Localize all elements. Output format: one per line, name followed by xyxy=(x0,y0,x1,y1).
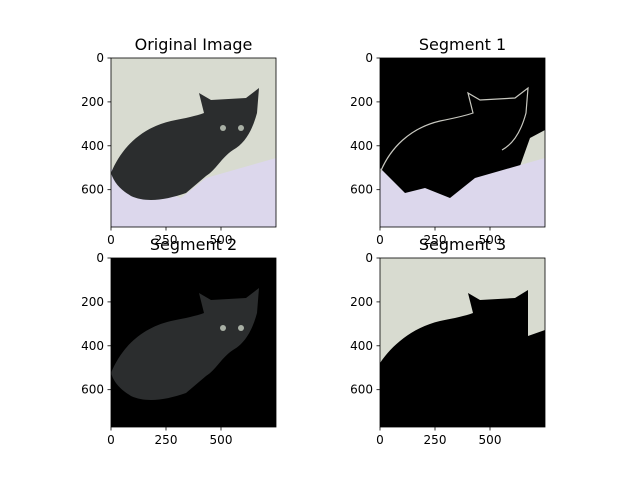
x-tick-label: 0 xyxy=(376,433,384,447)
image-segment-2 xyxy=(111,258,276,427)
y-tick-label: 200 xyxy=(350,295,373,309)
y-tick-label: 200 xyxy=(350,95,373,109)
panel-original-image xyxy=(111,58,276,227)
cat-eye-left xyxy=(220,125,226,131)
image-original xyxy=(111,58,276,227)
y-tick-label: 0 xyxy=(96,251,104,265)
cat-eye-right xyxy=(238,125,244,131)
y-tick-label: 400 xyxy=(81,139,104,153)
y-tick-label: 200 xyxy=(81,95,104,109)
cat-eye-left xyxy=(220,325,226,331)
x-tick-label: 0 xyxy=(107,433,115,447)
y-tick-label: 400 xyxy=(81,339,104,353)
y-tick-label: 400 xyxy=(350,339,373,353)
panel-title: Original Image xyxy=(135,35,253,54)
image-segment-3 xyxy=(380,258,545,427)
x-tick-label: 500 xyxy=(210,433,233,447)
x-tick-label: 500 xyxy=(479,433,502,447)
panel-title: Segment 2 xyxy=(150,235,237,254)
y-tick-label: 600 xyxy=(350,383,373,397)
panel-title: Segment 1 xyxy=(419,35,506,54)
y-tick-label: 600 xyxy=(350,183,373,197)
y-tick-label: 0 xyxy=(365,251,373,265)
x-tick-label: 0 xyxy=(376,233,384,247)
y-tick-label: 200 xyxy=(81,295,104,309)
y-tick-label: 0 xyxy=(96,51,104,65)
x-tick-label: 250 xyxy=(424,433,447,447)
x-tick-label: 250 xyxy=(155,433,178,447)
panel-segment-1 xyxy=(380,58,545,227)
image-segment-1 xyxy=(380,58,545,227)
x-tick-label: 0 xyxy=(107,233,115,247)
panel-segment-2 xyxy=(111,258,276,427)
panel-segment-3 xyxy=(380,258,545,427)
y-tick-label: 600 xyxy=(81,183,104,197)
y-tick-label: 0 xyxy=(365,51,373,65)
cat-eye-right xyxy=(238,325,244,331)
y-tick-label: 400 xyxy=(350,139,373,153)
panel-title: Segment 3 xyxy=(419,235,506,254)
y-tick-label: 600 xyxy=(81,383,104,397)
